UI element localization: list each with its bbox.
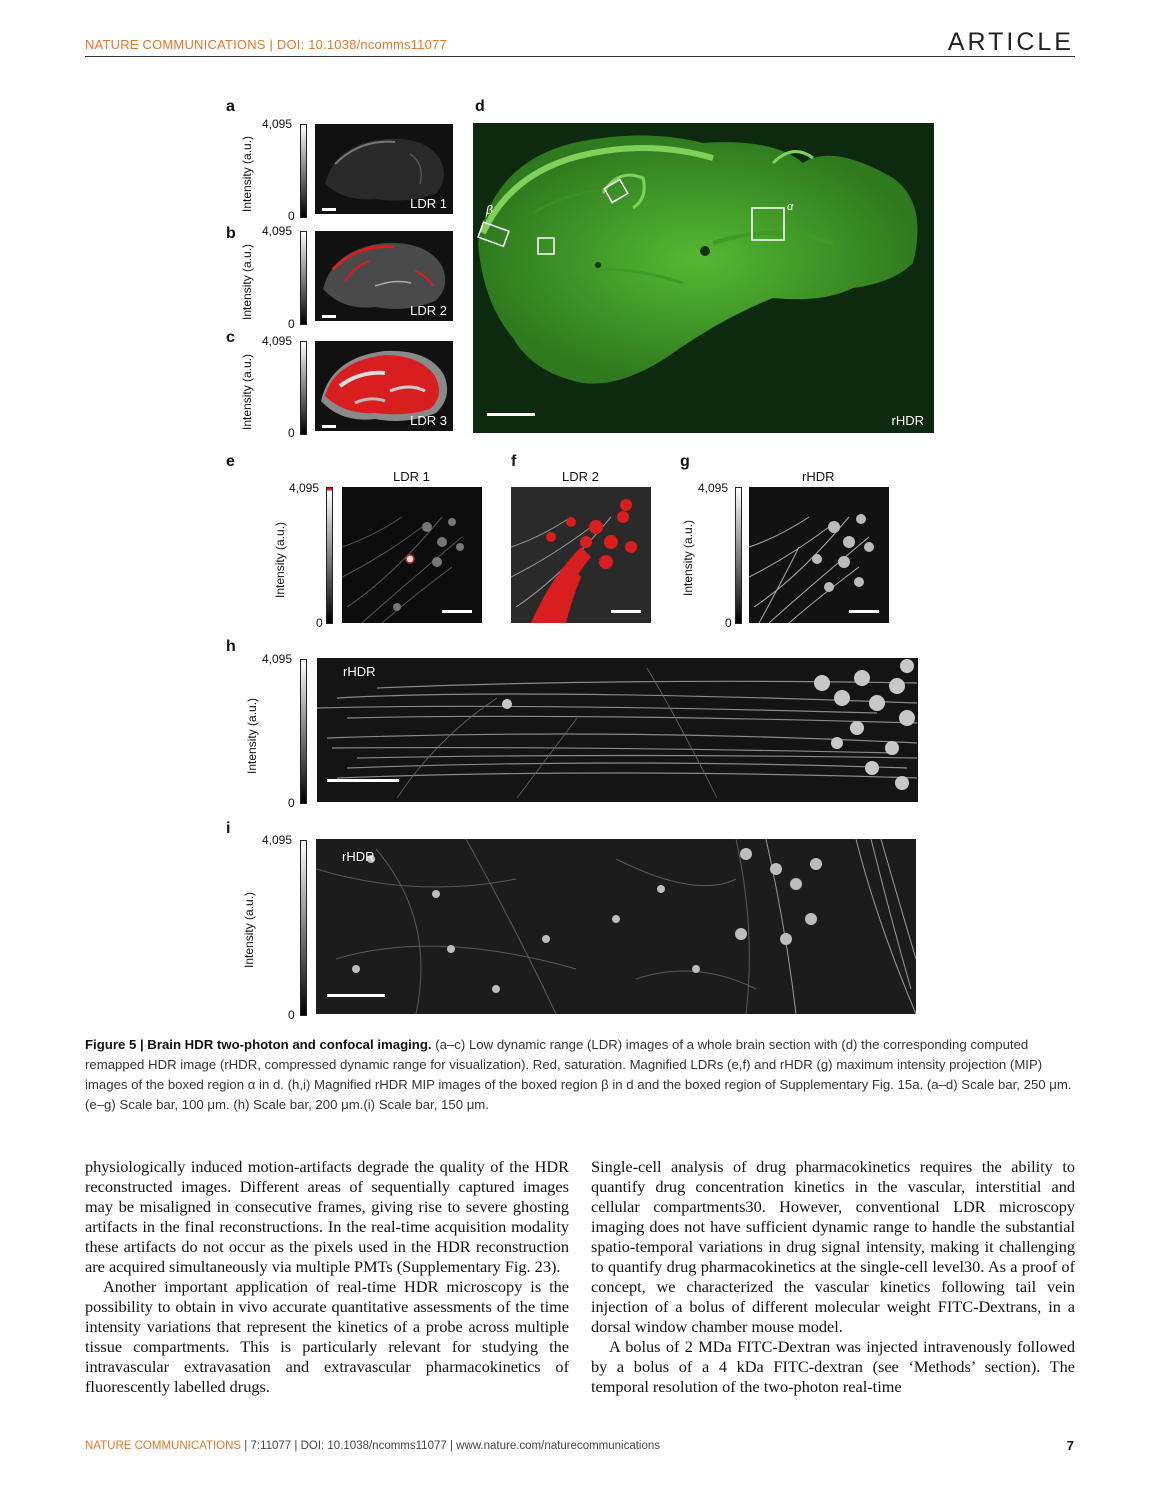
colorbar-h — [300, 659, 307, 804]
colorbar-ylabel-a: Intensity (a.u.) — [240, 135, 254, 212]
text-column-left: physiologically induced motion-artifacts… — [85, 1157, 569, 1397]
colorbar-max-a: 4,095 — [262, 117, 293, 131]
neurons-saturation-graphic — [511, 499, 637, 623]
panel-title-f: LDR 2 — [562, 469, 599, 484]
paragraph: physiologically induced motion-artifacts… — [85, 1157, 569, 1276]
colorbar-max-b: 4,095 — [262, 224, 293, 238]
region-alpha-label: α — [787, 201, 794, 213]
colorbar-i — [300, 840, 307, 1016]
colorbar-max-i: 4,095 — [262, 833, 293, 847]
panel-label-b: b — [226, 225, 236, 242]
ldr2-label: LDR 2 — [410, 303, 447, 318]
panel-label-i: i — [226, 820, 231, 837]
colorbar-min-c: 0 — [288, 426, 295, 440]
running-header: NATURE COMMUNICATIONS | DOI: 10.1038/nco… — [85, 37, 447, 52]
scale-bar-i — [327, 994, 385, 997]
colorbar-min-g: 0 — [725, 616, 732, 630]
ldr1-brain-image: LDR 1 — [315, 124, 453, 214]
ldr1-magnified-image — [342, 487, 482, 623]
colorbar-ylabel-b: Intensity (a.u.) — [240, 243, 254, 320]
colorbar-ylabel-i: Intensity (a.u.) — [242, 891, 256, 968]
figure-caption: Figure 5 | Brain HDR two-photon and conf… — [85, 1035, 1075, 1115]
footer-journal: NATURE COMMUNICATIONS — [85, 1440, 242, 1452]
green-brain-graphic — [477, 135, 918, 384]
caption-label: Figure 5 | Brain HDR two-photon and conf… — [85, 1037, 432, 1052]
region-beta-label: β — [486, 203, 493, 217]
ldr3-label: LDR 3 — [410, 413, 447, 428]
colorbar-b — [300, 231, 307, 325]
scale-bar-d — [487, 413, 535, 416]
scale-bar-g — [849, 610, 879, 613]
brain-section-graphic — [321, 350, 448, 421]
panel-label-e: e — [226, 453, 235, 470]
ldr2-magnified-image — [511, 487, 651, 623]
paragraph: A bolus of 2 MDa FITC-Dextran was inject… — [591, 1337, 1075, 1396]
neurons-hdr-graphic — [749, 514, 874, 623]
paragraph: Single-cell analysis of drug pharmacokin… — [591, 1157, 1075, 1336]
text-column-right: Single-cell analysis of drug pharmacokin… — [591, 1157, 1075, 1397]
colorbar-max-c: 4,095 — [262, 334, 293, 348]
article-type-label: ARTICLE — [947, 28, 1074, 56]
scale-bar-f — [611, 610, 641, 613]
rhdr-region-beta-image: rHDR — [317, 658, 918, 802]
panel-label-f: f — [511, 453, 517, 470]
colorbar-min-h: 0 — [288, 796, 295, 810]
brain-section-graphic — [325, 138, 444, 201]
colorbar-min-a: 0 — [288, 209, 295, 223]
rhdr-label-i: rHDR — [342, 849, 375, 864]
colorbar-max-e: 4,095 — [289, 481, 320, 495]
panel-label-h: h — [226, 638, 236, 655]
footer-citation: | 7:11077 | DOI: 10.1038/ncomms11077 | w… — [241, 1440, 661, 1452]
scale-bar-c — [322, 425, 336, 428]
page-footer: NATURE COMMUNICATIONS | 7:11077 | DOI: 1… — [85, 1440, 660, 1452]
scale-bar-e — [442, 610, 472, 613]
scale-bar-a — [322, 208, 336, 211]
colorbar-c — [300, 341, 307, 435]
colorbar-min-i: 0 — [288, 1008, 295, 1022]
colorbar-ylabel-h: Intensity (a.u.) — [245, 697, 259, 774]
colorbar-ylabel-e: Intensity (a.u.) — [273, 521, 287, 598]
panel-label-a: a — [226, 98, 235, 115]
rhdr-label-h: rHDR — [343, 664, 376, 679]
caption-text: (a–c) Low dynamic range (LDR) images of … — [85, 1037, 1072, 1112]
colorbar-ylabel-g: Intensity (a.u.) — [681, 519, 695, 596]
neurons-graphic — [342, 516, 464, 623]
colorbar-ylabel-c: Intensity (a.u.) — [240, 353, 254, 430]
ldr2-brain-image: LDR 2 — [315, 231, 453, 321]
panel-title-g: rHDR — [802, 469, 835, 484]
colorbar-e — [326, 487, 333, 624]
colorbar-min-e: 0 — [316, 616, 323, 630]
figure-5: a 4,095 0 Intensity (a.u.) LDR 1 b 4,095… — [226, 98, 934, 1022]
colorbar-a — [300, 124, 307, 218]
neurons-field-graphic — [316, 839, 916, 1014]
rhdr-magnified-image — [749, 487, 889, 623]
axon-bundle-graphic — [317, 659, 918, 799]
panel-title-e: LDR 1 — [393, 469, 430, 484]
brain-section-graphic — [323, 242, 446, 309]
panel-label-d: d — [475, 98, 485, 115]
colorbar-g — [735, 487, 742, 624]
colorbar-max-h: 4,095 — [262, 652, 293, 666]
rhdr-supplementary-region-image: rHDR — [316, 839, 916, 1014]
panel-label-c: c — [226, 329, 235, 346]
colorbar-max-g: 4,095 — [698, 481, 729, 495]
ldr3-brain-image: LDR 3 — [315, 341, 453, 431]
ldr1-label: LDR 1 — [410, 196, 447, 211]
page-number: 7 — [1066, 1438, 1074, 1453]
header-rule — [85, 56, 1075, 57]
paragraph: Another important application of real-ti… — [85, 1277, 569, 1396]
rhdr-label-d: rHDR — [891, 413, 925, 428]
scale-bar-h — [327, 779, 399, 782]
panel-label-g: g — [680, 453, 690, 470]
colorbar-min-b: 0 — [288, 317, 295, 331]
scale-bar-b — [322, 315, 336, 318]
rhdr-brain-image: β α rHDR — [473, 123, 934, 433]
